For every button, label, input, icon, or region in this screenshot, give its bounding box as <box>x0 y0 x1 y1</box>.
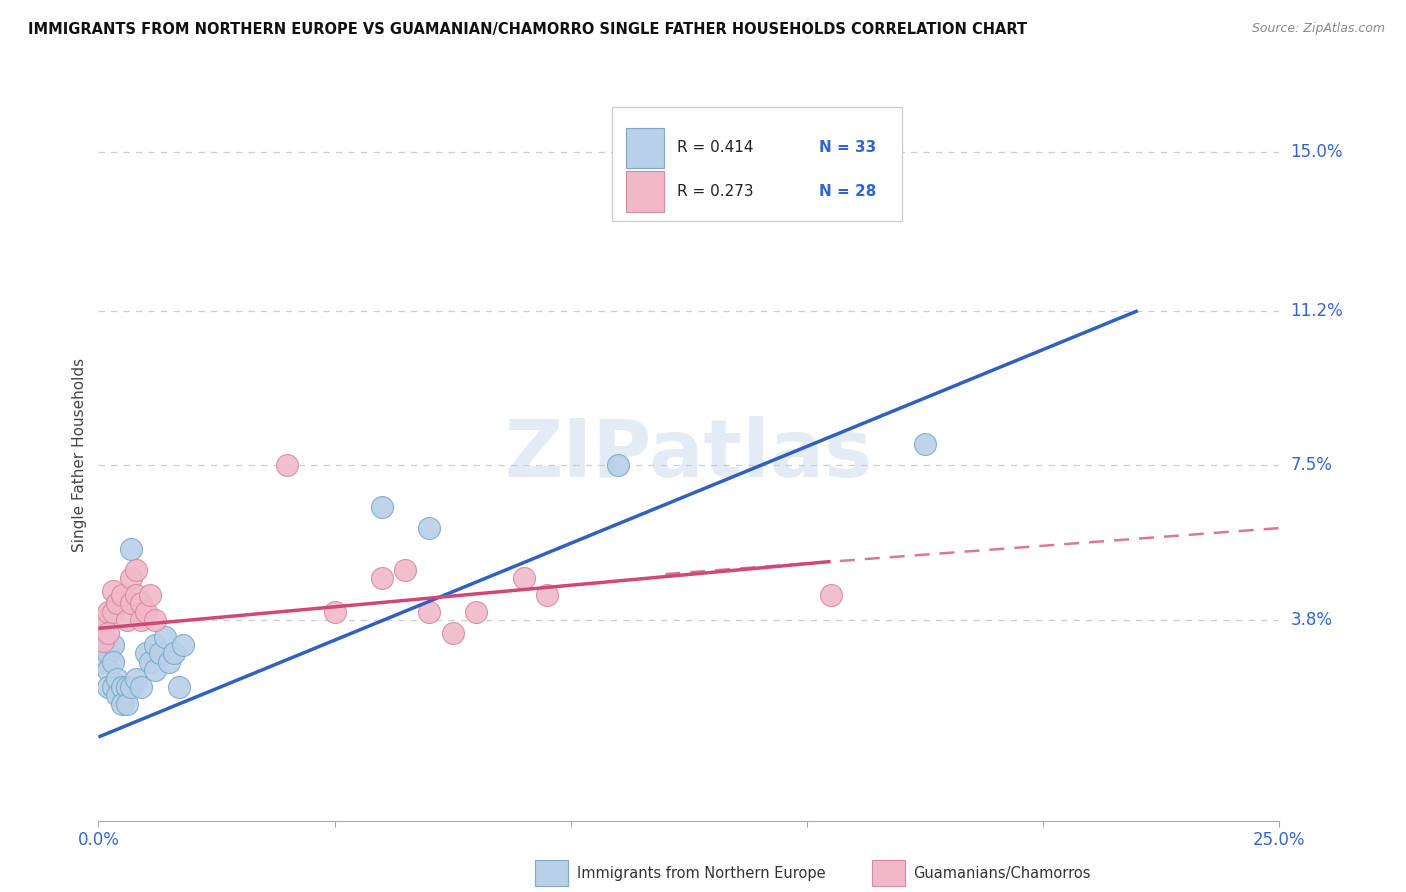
Point <box>143 638 166 652</box>
Point <box>441 625 464 640</box>
Point <box>121 596 143 610</box>
Text: 15.0%: 15.0% <box>1291 143 1343 161</box>
Point <box>121 680 143 694</box>
Point <box>129 680 152 694</box>
Text: Guamanians/Chamorros: Guamanians/Chamorros <box>914 866 1091 880</box>
Point <box>371 571 394 585</box>
Point <box>115 613 138 627</box>
Point <box>163 647 186 661</box>
Point <box>97 605 120 619</box>
Point <box>139 655 162 669</box>
Point <box>111 697 134 711</box>
Point <box>91 638 114 652</box>
Text: IMMIGRANTS FROM NORTHERN EUROPE VS GUAMANIAN/CHAMORRO SINGLE FATHER HOUSEHOLDS C: IMMIGRANTS FROM NORTHERN EUROPE VS GUAMA… <box>28 22 1028 37</box>
Point <box>91 621 114 635</box>
Point <box>97 625 120 640</box>
Point <box>371 500 394 515</box>
Point <box>135 605 157 619</box>
Point <box>111 588 134 602</box>
Text: R = 0.414: R = 0.414 <box>678 140 754 155</box>
Point <box>125 588 148 602</box>
Point <box>115 697 138 711</box>
Point <box>135 647 157 661</box>
Point <box>91 634 114 648</box>
Text: Source: ZipAtlas.com: Source: ZipAtlas.com <box>1251 22 1385 36</box>
Point <box>914 437 936 451</box>
Point <box>143 663 166 677</box>
Point <box>101 680 124 694</box>
Text: Immigrants from Northern Europe: Immigrants from Northern Europe <box>576 866 825 880</box>
Point <box>394 563 416 577</box>
Point <box>157 655 180 669</box>
Text: 3.8%: 3.8% <box>1291 611 1333 629</box>
Point <box>115 680 138 694</box>
Point <box>323 605 346 619</box>
Point <box>536 588 558 602</box>
Text: N = 33: N = 33 <box>818 140 876 155</box>
Point <box>153 630 176 644</box>
Point <box>512 571 534 585</box>
Point <box>121 571 143 585</box>
Point <box>607 458 630 473</box>
Point <box>111 680 134 694</box>
Text: 7.5%: 7.5% <box>1291 457 1333 475</box>
Point <box>105 672 128 686</box>
Point <box>91 613 114 627</box>
Point <box>91 655 114 669</box>
Text: R = 0.273: R = 0.273 <box>678 184 754 199</box>
Point <box>143 613 166 627</box>
Point <box>172 638 194 652</box>
Text: N = 28: N = 28 <box>818 184 876 199</box>
Point <box>105 688 128 702</box>
Point <box>125 672 148 686</box>
Point <box>97 663 120 677</box>
Point <box>101 655 124 669</box>
Point <box>149 647 172 661</box>
Point <box>167 680 190 694</box>
Point <box>129 596 152 610</box>
Bar <box>626 171 664 211</box>
Point <box>101 605 124 619</box>
Point <box>276 458 298 473</box>
FancyBboxPatch shape <box>612 108 901 221</box>
Point <box>101 583 124 598</box>
Point <box>105 596 128 610</box>
Point <box>465 605 488 619</box>
Point <box>418 521 440 535</box>
Point <box>121 541 143 556</box>
Point <box>101 638 124 652</box>
Point <box>97 680 120 694</box>
Point <box>139 588 162 602</box>
Text: 11.2%: 11.2% <box>1291 301 1343 319</box>
Point <box>418 605 440 619</box>
Text: ZIPatlas: ZIPatlas <box>505 416 873 494</box>
Y-axis label: Single Father Households: Single Father Households <box>72 358 87 552</box>
Point <box>97 647 120 661</box>
Bar <box>536 860 568 887</box>
Point <box>129 613 152 627</box>
Bar <box>872 860 905 887</box>
Point <box>820 588 842 602</box>
Point <box>125 563 148 577</box>
Bar <box>626 128 664 168</box>
